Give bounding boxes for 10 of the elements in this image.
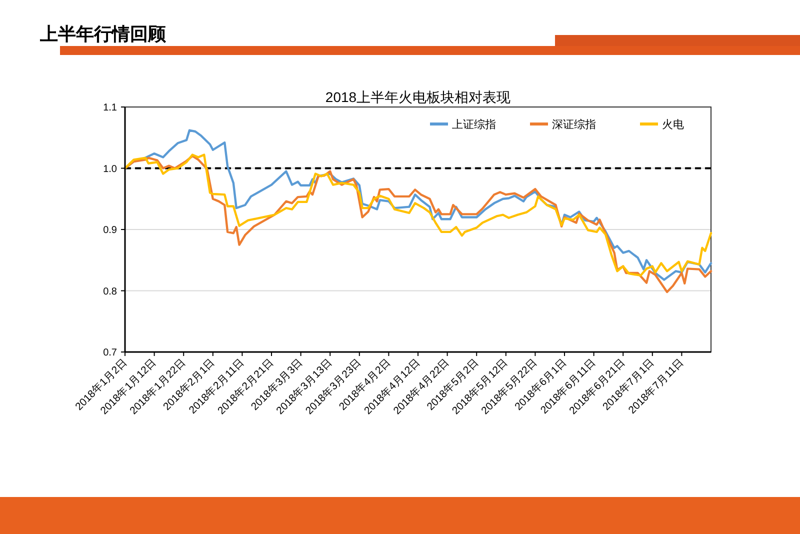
chart-subtitle: 2018上半年火电板块相对表现: [325, 89, 511, 105]
chart-title: 上半年行情回顾: [39, 24, 167, 44]
legend-label: 深证综指: [552, 118, 596, 131]
y-tick-label: 0.9: [103, 225, 118, 236]
y-tick-label: 1.0: [103, 164, 118, 175]
legend-label: 火电: [662, 118, 684, 131]
legend-label: 上证综指: [452, 118, 496, 131]
y-tick-label: 0.7: [103, 348, 118, 358]
y-tick-label: 0.8: [103, 286, 118, 298]
y-tick-label: 1.1: [103, 102, 118, 114]
